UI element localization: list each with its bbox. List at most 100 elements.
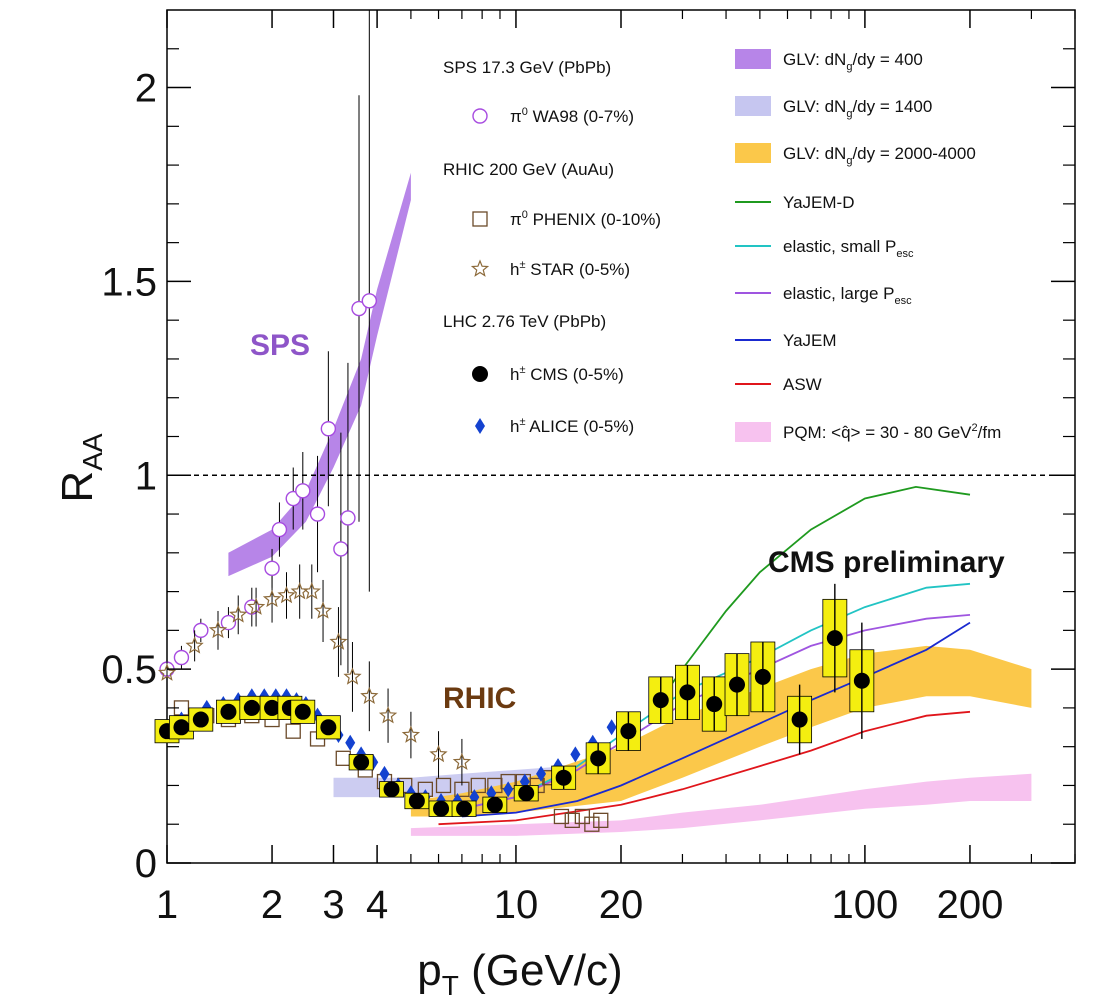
point-square-open: [574, 808, 591, 825]
legend-entry: h± CMS (0-5%): [510, 364, 624, 384]
point-circle-filled: [173, 719, 190, 736]
y-tick-label: 1.5: [101, 260, 157, 304]
point-circle-filled: [518, 785, 535, 802]
point-star-open: [185, 636, 204, 654]
legend-marker-circle-open: [472, 108, 488, 124]
point-circle-open: [264, 560, 280, 577]
legend-entry: YaJEM-D: [783, 193, 854, 212]
point-circle-filled: [456, 800, 473, 817]
point-star-open: [229, 605, 248, 623]
point-circle-filled: [320, 719, 337, 736]
x-tick-label: 100: [832, 883, 899, 927]
point-diamond-filled: [536, 765, 547, 782]
point-circle-filled: [729, 676, 746, 693]
point-circle-filled: [853, 672, 870, 689]
legend-entry: PQM: <q̂> = 30 - 80 GeV2/fm: [783, 422, 1001, 442]
x-tick-label: 3: [322, 883, 344, 927]
point-star-open: [208, 620, 228, 639]
curve-elastic_small: [461, 582, 971, 810]
x-tick-label: 10: [494, 883, 539, 927]
legend-marker-star-open: [470, 259, 490, 277]
legend-marker-diamond-filled: [475, 418, 485, 434]
point-star-open: [277, 585, 296, 604]
y-tick-label: 1: [135, 454, 157, 498]
point-star-open: [302, 581, 321, 600]
legend-entry: YaJEM: [783, 331, 837, 350]
legend-entry: GLV: dNg/dy = 400: [783, 50, 923, 73]
point-circle-open: [333, 541, 349, 557]
theory-curves: [438, 485, 971, 826]
point-square-open: [285, 723, 301, 739]
point-circle-filled: [620, 723, 637, 740]
point-star-open: [262, 589, 282, 608]
point-circle-filled: [294, 703, 311, 720]
x-axis-title: pT (GeV/c): [417, 946, 622, 1001]
curve-yajemd: [654, 485, 971, 709]
point-circle-filled: [433, 800, 450, 817]
point-star-open: [313, 601, 333, 619]
legend-band-glv2000: [735, 143, 771, 163]
point-circle-filled: [652, 692, 669, 709]
point-circle-open: [271, 521, 288, 538]
point-star-open: [401, 725, 421, 743]
legend-entry: GLV: dNg/dy = 2000-4000: [783, 144, 976, 167]
point-circle-filled: [486, 796, 503, 813]
x-tick-label: 1: [156, 883, 178, 927]
point-circle-filled: [264, 699, 281, 716]
x-tick-label: 4: [366, 883, 388, 927]
point-square-open: [584, 816, 600, 832]
point-circle-filled: [383, 781, 400, 798]
y-tick-label: 0.5: [101, 648, 157, 692]
point-circle-open: [340, 510, 356, 526]
sps-label: SPS: [250, 329, 310, 362]
point-circle-open: [220, 614, 237, 631]
legend-band-glv400: [735, 49, 771, 69]
point-square-open: [593, 812, 609, 828]
point-star-open: [452, 752, 472, 771]
point-circle-open: [193, 622, 209, 639]
x-tick-label: 200: [937, 883, 1004, 927]
legend-header: SPS 17.3 GeV (PbPb): [443, 58, 611, 77]
legend-entry: h± STAR (0-5%): [510, 259, 630, 279]
band-pqm: [410, 773, 1032, 836]
legend-band-glv1400: [735, 96, 771, 116]
point-circle-open: [351, 300, 367, 317]
y-tick-label: 0: [135, 842, 157, 886]
point-star-open: [329, 632, 348, 650]
legend-experiments: SPS 17.3 GeV (PbPb) π0 WA98 (0-7%) RHIC 20…: [443, 58, 661, 436]
x-tick-label: 2: [261, 883, 283, 927]
point-circle-open: [295, 483, 311, 499]
point-circle-filled: [192, 711, 209, 728]
legend-marker-square-open: [472, 211, 488, 227]
point-diamond-filled: [606, 719, 617, 736]
point-square-open: [553, 808, 570, 825]
legend-header: LHC 2.76 TeV (PbPb): [443, 312, 606, 331]
legend-marker-circle-filled: [472, 366, 488, 382]
point-circle-filled: [555, 769, 572, 786]
legend-entry: elastic, large Pesc: [783, 284, 912, 307]
point-circle-filled: [754, 668, 771, 685]
legend-entry: ASW: [783, 375, 822, 394]
point-square-open: [470, 777, 486, 794]
point-circle-filled: [408, 792, 425, 809]
point-star-open: [343, 667, 362, 685]
cms-preliminary-label: CMS preliminary: [768, 546, 1005, 579]
legend-entry: π0 WA98 (0-7%): [510, 106, 634, 126]
point-circle-open: [309, 506, 326, 522]
point-circle-filled: [353, 754, 370, 771]
point-circle-filled: [590, 750, 607, 767]
legend-entry: GLV: dNg/dy = 1400: [783, 97, 932, 120]
point-circle-filled: [220, 703, 237, 720]
point-circle-filled: [679, 684, 696, 701]
legend-models: GLV: dNg/dy = 400 GLV: dNg/dy = 1400 GLV: …: [735, 49, 1001, 442]
rhic-label: RHIC: [443, 682, 516, 715]
point-square-open: [435, 777, 452, 794]
point-circle-filled: [243, 699, 260, 716]
y-axis-title: RAA: [53, 433, 108, 502]
point-star-open: [360, 686, 379, 704]
point-circle-filled: [826, 630, 843, 647]
curve-asw: [438, 710, 971, 826]
x-tick-label: 20: [599, 883, 644, 927]
